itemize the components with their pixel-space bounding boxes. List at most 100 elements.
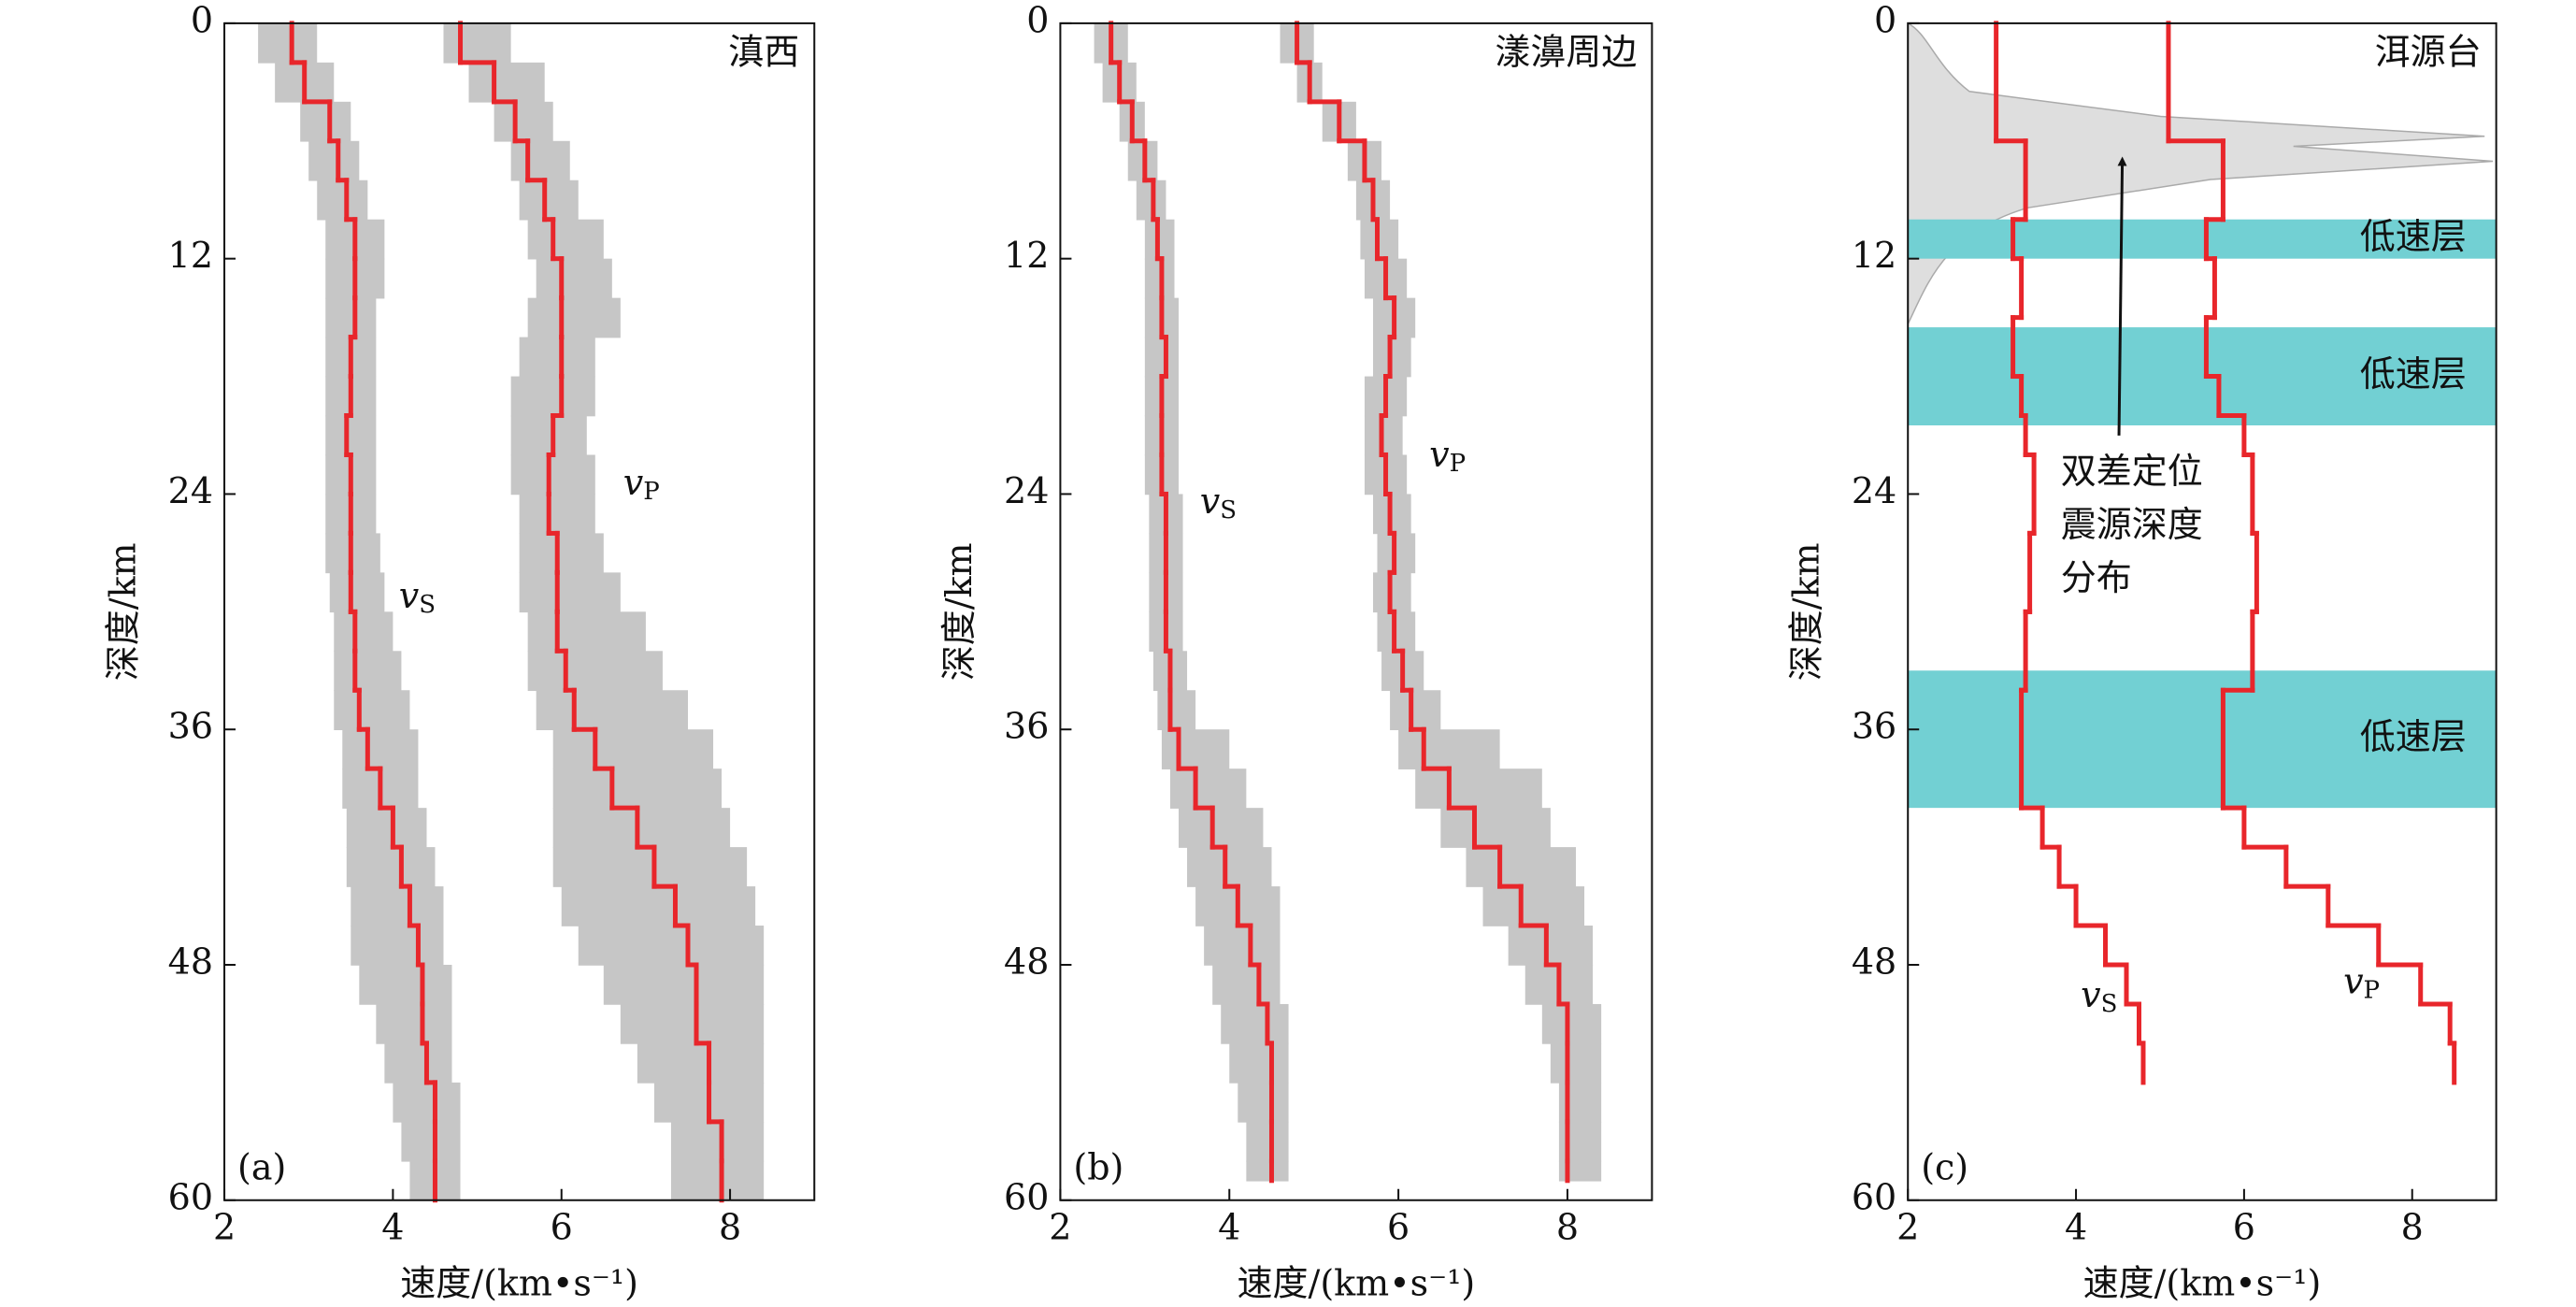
y-tick-label: 36 — [1852, 706, 1896, 747]
series-name: v — [2343, 960, 2364, 1001]
uncertainty-band — [1398, 729, 1500, 769]
uncertainty-band — [334, 611, 394, 653]
uncertainty-band — [376, 1003, 452, 1044]
y-tick-label: 24 — [168, 470, 213, 511]
uncertainty-band — [536, 690, 688, 731]
uncertainty-band — [393, 1082, 461, 1123]
uncertainty-band — [519, 572, 621, 613]
series-name: v — [1200, 480, 1221, 521]
series-name: v — [2081, 973, 2101, 1014]
uncertainty-band — [1246, 1121, 1289, 1162]
uncertainty-band — [1169, 768, 1247, 809]
uncertainty-band — [552, 729, 714, 769]
y-tick-label: 60 — [1004, 1176, 1049, 1217]
annotation: 双差定位 — [2061, 451, 2203, 492]
uncertainty-band — [1541, 1003, 1602, 1044]
uncertainty-band — [359, 964, 452, 1005]
uncertainty-band — [552, 808, 731, 848]
uncertainty-band — [1440, 808, 1551, 848]
panel-title: 漾濞周边 — [1495, 31, 1637, 72]
panel-label: (c) — [1921, 1146, 1968, 1187]
uncertainty-band — [300, 101, 351, 142]
series-label: vP — [2343, 960, 2380, 1005]
layer-label: 低速层 — [2360, 216, 2467, 257]
plot-frame — [1907, 22, 2497, 1201]
x-tick-label: 8 — [1556, 1206, 1579, 1247]
uncertainty-band — [334, 651, 402, 692]
uncertainty-band — [603, 964, 765, 1005]
uncertainty-band — [1221, 1003, 1289, 1044]
panel-title: 洱源台 — [2375, 31, 2482, 72]
uncertainty-band — [401, 1121, 461, 1162]
uncertainty-band — [1161, 729, 1230, 769]
y-axis-label: 深度/km — [938, 542, 980, 681]
panel-title: 滇西 — [728, 31, 799, 72]
x-tick-label: 2 — [1896, 1206, 1919, 1247]
annotation: 震源深度 — [2061, 504, 2203, 545]
uncertainty-band — [351, 886, 444, 926]
x-tick-label: 8 — [719, 1206, 741, 1247]
y-tick-label: 48 — [168, 941, 213, 982]
uncertainty-band — [536, 258, 612, 299]
y-tick-label: 24 — [1852, 470, 1896, 511]
series-label: vS — [1200, 480, 1237, 524]
hypocenter-distribution — [1907, 22, 2494, 325]
x-tick-label: 8 — [2401, 1206, 2424, 1247]
series-subscript: P — [1450, 450, 1467, 478]
uncertainty-band — [1482, 886, 1585, 926]
low-velocity-layer — [1908, 327, 2497, 426]
annotation-arrow — [2117, 156, 2127, 436]
uncertainty-band — [325, 415, 377, 456]
uncertainty-band — [519, 180, 579, 221]
uncertainty-band — [1508, 926, 1594, 966]
y-axis-label: 深度/km — [1786, 542, 1827, 681]
y-tick-label: 60 — [1852, 1176, 1896, 1217]
uncertainty-band — [519, 337, 595, 378]
x-axis-label: 速度/(km•s⁻¹) — [2083, 1262, 2322, 1303]
uncertainty-band — [317, 180, 368, 221]
uncertainty-band — [351, 926, 444, 966]
series-name: v — [623, 462, 644, 503]
x-tick-label: 6 — [551, 1206, 573, 1247]
annotation: 分布 — [2061, 557, 2132, 598]
series-label: vP — [1429, 433, 1466, 478]
y-tick-label: 0 — [1026, 0, 1049, 40]
y-tick-label: 36 — [1004, 706, 1049, 747]
uncertainty-band — [1179, 808, 1264, 848]
uncertainty-band — [468, 62, 545, 103]
plot-frame — [223, 22, 816, 1201]
uncertainty-band — [670, 1121, 765, 1162]
x-tick-label: 4 — [2065, 1206, 2087, 1247]
x-tick-label: 2 — [1049, 1206, 1071, 1247]
x-tick-label: 4 — [381, 1206, 404, 1247]
uncertainty-band — [346, 808, 427, 848]
series-name: v — [399, 575, 420, 616]
uncertainty-band — [1144, 337, 1180, 378]
uncertainty-band — [334, 690, 410, 731]
y-tick-label: 36 — [168, 706, 213, 747]
uncertainty-band — [510, 454, 595, 496]
y-tick-label: 12 — [168, 235, 213, 276]
panel-label: (b) — [1073, 1146, 1123, 1187]
uncertainty-band — [346, 847, 436, 887]
uncertainty-band — [329, 572, 385, 613]
uncertainty-band — [510, 376, 595, 417]
series-label: vS — [2081, 973, 2117, 1018]
uncertainty-band — [1212, 964, 1281, 1005]
uncertainty-band — [637, 1042, 765, 1084]
series-subscript: S — [2101, 990, 2118, 1018]
uncertainty-band — [494, 101, 553, 142]
x-axis-label: 速度/(km•s⁻¹) — [400, 1262, 638, 1303]
uncertainty-band — [1466, 847, 1577, 887]
uncertainty-band — [1187, 847, 1272, 887]
uncertainty-band — [519, 533, 604, 574]
uncertainty-band — [384, 1042, 452, 1084]
uncertainty-band — [1229, 1042, 1289, 1084]
y-tick-label: 48 — [1004, 941, 1049, 982]
uncertainty-band — [325, 297, 377, 338]
uncertainty-band — [519, 494, 595, 535]
y-tick-label: 48 — [1852, 941, 1896, 982]
